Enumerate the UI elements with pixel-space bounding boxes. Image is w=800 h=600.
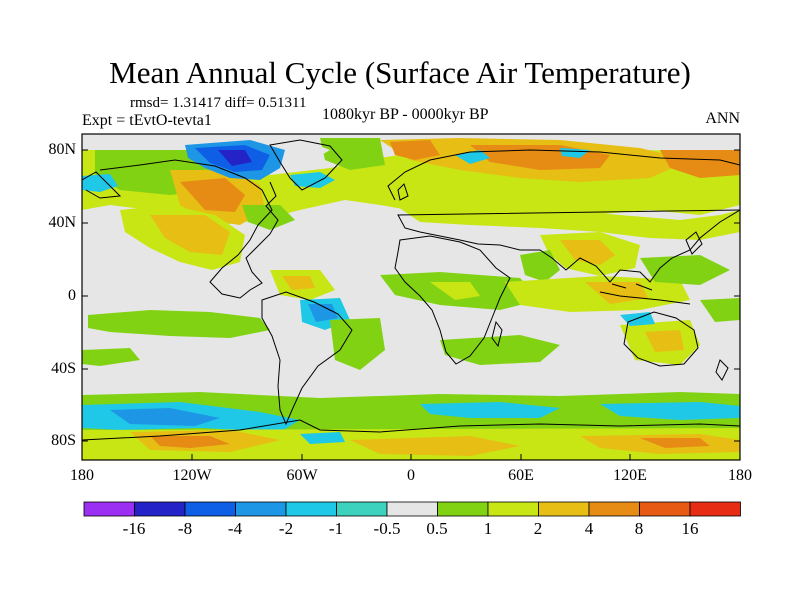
colorbar-label: 16 (681, 519, 699, 538)
colorbar-box (184, 501, 236, 517)
period-label: 1080kyr BP - 0000kyr BP (322, 106, 489, 123)
north-america-coast (99, 159, 279, 299)
lat-label-80s: 80S (51, 432, 76, 449)
colorbar-label: -16 (122, 519, 146, 538)
australia-coast (623, 311, 699, 367)
eurasia-coast (387, 149, 740, 283)
anomaly-field (82, 134, 740, 460)
south-america-coast (261, 291, 353, 426)
colorbar-label: -0.5 (373, 519, 401, 538)
colorbar-label: 8 (634, 519, 644, 538)
colorbar-box (538, 501, 590, 517)
season-label: ANN (705, 110, 740, 127)
colorbar-label: 1 (483, 519, 493, 538)
new-zealand-coast (715, 359, 729, 381)
lat-label-80n: 80N (48, 141, 76, 158)
north-america-warming (120, 205, 295, 270)
colorbar-label: 0.5 (426, 519, 448, 538)
japan-coast (685, 231, 703, 255)
colorbar-box (336, 501, 388, 517)
colorbar (83, 501, 741, 517)
stats-text: rmsd= 1.31417 diff= 0.51311 (130, 95, 307, 111)
colorbar-label: -4 (227, 519, 243, 538)
maritime-continent-coast (599, 283, 691, 305)
colorbar-box (639, 501, 691, 517)
lon-label-60w: 60W (286, 467, 318, 484)
southern-ocean-bands (82, 392, 740, 460)
colorbar-box (235, 501, 287, 517)
lon-label-120e: 120E (613, 467, 647, 484)
colorbar-label: -1 (328, 519, 344, 538)
axis-ticks (82, 149, 740, 460)
greenland-coast (269, 139, 343, 191)
antarctica-coast (82, 419, 740, 441)
madagascar-coast (491, 320, 503, 348)
africa-coast (394, 235, 511, 365)
lat-label-40n: 40N (48, 214, 76, 231)
north-cooling-region (82, 140, 590, 192)
figure-title: Mean Annual Cycle (Surface Air Temperatu… (109, 55, 691, 90)
lon-label-120w: 120W (172, 467, 212, 484)
colorbar-box (588, 501, 640, 517)
colorbar-box (386, 501, 438, 517)
experiment-label: Expt = tEvtO-tevta1 (82, 112, 212, 129)
lon-label-60e: 60E (508, 467, 534, 484)
colorbar-box (689, 501, 741, 517)
tropical-bands (82, 255, 740, 370)
uk-coast (397, 183, 409, 201)
eurasia-warming (395, 200, 740, 282)
lon-label-180e: 180 (728, 467, 752, 484)
alaska-coast (82, 171, 122, 199)
colorbar-box (487, 501, 539, 517)
colorbar-box (83, 501, 135, 517)
colorbar-box (437, 501, 489, 517)
colorbar-label: 2 (533, 519, 543, 538)
lat-label-0: 0 (68, 287, 76, 304)
lon-label-0: 0 (407, 467, 415, 484)
colorbar-box (134, 501, 186, 517)
colorbar-label: 4 (584, 519, 594, 538)
lon-label-180w: 180 (70, 467, 94, 484)
colorbar-box (285, 501, 337, 517)
colorbar-label: -2 (278, 519, 294, 538)
colorbar-label: -8 (177, 519, 193, 538)
coastlines (82, 139, 740, 441)
lat-label-40s: 40S (51, 360, 76, 377)
